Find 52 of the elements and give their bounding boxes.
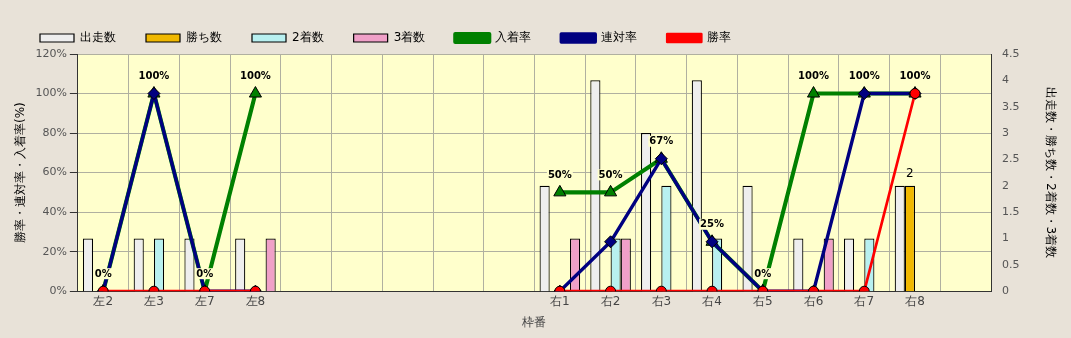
x-tick-label: 右2 (600, 293, 621, 308)
y2-tick-label: 3 (1002, 125, 1010, 139)
y-tick-label: 60% (42, 165, 67, 179)
data-label: 50% (598, 168, 623, 180)
legend-label: 2着数 (292, 30, 324, 45)
y2-tick-label: 4 (1002, 73, 1010, 87)
y2-tick-label: 2 (1002, 178, 1010, 192)
data-label: 67% (649, 135, 674, 147)
data-label: 25% (700, 218, 725, 230)
y-axis-title: 勝率・連対率・入着率(%) (13, 102, 28, 243)
x-tick-label: 左7 (194, 293, 215, 308)
data-label: 0% (754, 267, 772, 279)
legend-label: 3着数 (393, 30, 426, 45)
y-tick-label: 20% (42, 244, 67, 258)
data-label: 100% (899, 70, 931, 82)
x-tick-label: 右8 (905, 293, 925, 308)
y2-tick-label: 1.5 (1002, 204, 1020, 218)
data-label: 100% (239, 70, 271, 82)
data-label: 100% (798, 70, 829, 82)
y-tick-label: 80% (42, 125, 67, 139)
data-label: 2 (906, 165, 914, 180)
y2-axis-title: 出走数・勝ち数・2着数・3着数 (1043, 86, 1058, 259)
legend-label: 入着率 (495, 30, 532, 45)
legend-label: 勝ち数 (186, 30, 222, 45)
x-tick-label: 右1 (550, 293, 570, 308)
y2-tick-label: 4.5 (1002, 46, 1020, 60)
x-tick-label: 右5 (752, 293, 773, 308)
x-tick-label: 左8 (245, 293, 266, 308)
legend-label: 出走数 (80, 30, 116, 45)
x-tick-label: 左2 (93, 293, 114, 308)
x-tick-label: 右6 (803, 293, 824, 308)
y2-tick-label: 2.5 (1002, 152, 1020, 166)
x-tick-label: 右4 (702, 293, 722, 308)
data-label: 0% (196, 267, 214, 279)
x-tick-label: 右7 (854, 293, 875, 308)
x-tick-label: 左3 (144, 293, 164, 308)
data-label: 50% (547, 168, 572, 180)
y2-tick-label: 1 (1002, 231, 1010, 245)
x-tick-label: 右3 (651, 293, 672, 308)
data-label: 100% (138, 70, 170, 82)
y-tick-label: 100% (35, 86, 67, 100)
y-tick-label: 120% (35, 46, 67, 60)
data-label: 0% (94, 267, 112, 279)
legend-label: 勝率 (707, 30, 732, 45)
x-axis-title: 枠番 (521, 314, 547, 329)
y-tick-label: 0% (49, 284, 67, 298)
legend-label: 連対率 (601, 30, 638, 45)
y2-tick-label: 3.5 (1002, 99, 1020, 113)
y2-tick-label: 0.5 (1002, 257, 1020, 271)
y-tick-label: 40% (42, 204, 67, 218)
data-label: 100% (848, 70, 880, 82)
y2-tick-label: 0 (1002, 284, 1010, 298)
